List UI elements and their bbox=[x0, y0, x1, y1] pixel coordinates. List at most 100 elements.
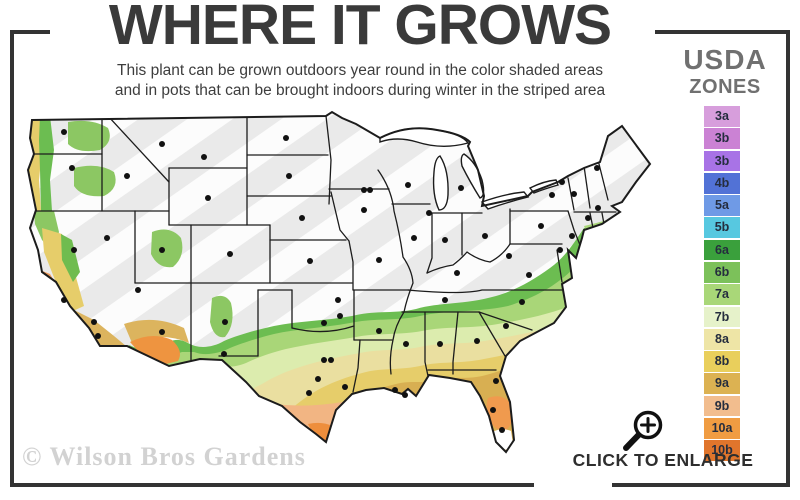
eastern-washington-green bbox=[68, 120, 110, 152]
city-dot bbox=[402, 392, 408, 398]
city-dot bbox=[221, 351, 227, 357]
legend-zone-4b: 4b bbox=[704, 172, 740, 194]
city-dot bbox=[342, 384, 348, 390]
city-dot bbox=[104, 235, 110, 241]
city-dot bbox=[71, 247, 77, 253]
city-dot bbox=[299, 215, 305, 221]
frame-top-right bbox=[655, 30, 790, 34]
city-dot bbox=[437, 341, 443, 347]
legend-zone-3b: 3b bbox=[704, 150, 740, 172]
city-dot bbox=[337, 313, 343, 319]
city-dot bbox=[442, 237, 448, 243]
city-dot bbox=[392, 387, 398, 393]
city-dot bbox=[306, 390, 312, 396]
city-dot bbox=[482, 233, 488, 239]
city-dot bbox=[493, 378, 499, 384]
legend-zone-9b: 9b bbox=[704, 395, 740, 417]
city-dot bbox=[403, 341, 409, 347]
city-dot bbox=[585, 215, 591, 221]
city-dot bbox=[458, 185, 464, 191]
city-dot bbox=[454, 270, 460, 276]
frame-bottom-right bbox=[612, 483, 790, 487]
city-dot bbox=[526, 272, 532, 278]
city-dot bbox=[595, 205, 601, 211]
city-dot bbox=[367, 187, 373, 193]
city-dots bbox=[61, 129, 601, 433]
city-dot bbox=[361, 207, 367, 213]
city-dot bbox=[411, 235, 417, 241]
city-dot bbox=[307, 258, 313, 264]
city-dot bbox=[549, 192, 555, 198]
city-dot bbox=[557, 247, 563, 253]
legend-title-usda: USDA bbox=[683, 44, 767, 75]
socal-desert-tan bbox=[74, 310, 126, 349]
city-dot bbox=[594, 165, 600, 171]
usda-zone-map[interactable] bbox=[12, 110, 662, 472]
city-dot bbox=[315, 376, 321, 382]
city-dot bbox=[538, 223, 544, 229]
central-valley-yellow bbox=[42, 228, 84, 311]
city-dot bbox=[361, 187, 367, 193]
legend-title: USDA ZONES bbox=[682, 44, 768, 98]
city-dot bbox=[135, 287, 141, 293]
zone-florida-orange bbox=[486, 396, 514, 431]
legend-zone-5a: 5a bbox=[704, 195, 740, 216]
city-dot bbox=[124, 173, 130, 179]
lake-michigan bbox=[432, 155, 449, 211]
city-dot bbox=[61, 297, 67, 303]
subtitle: This plant can be grown outdoors year ro… bbox=[35, 61, 685, 101]
city-dot bbox=[61, 129, 67, 135]
legend-zone-6b: 6b bbox=[704, 261, 740, 283]
city-dot bbox=[69, 165, 75, 171]
city-dot bbox=[321, 357, 327, 363]
city-dot bbox=[205, 195, 211, 201]
legend-zone-6a: 6a bbox=[704, 239, 740, 261]
city-dot bbox=[474, 338, 480, 344]
legend-zone-3a: 3a bbox=[704, 106, 740, 127]
new-mexico-green bbox=[210, 295, 233, 338]
city-dot bbox=[376, 328, 382, 334]
city-dot bbox=[503, 323, 509, 329]
city-dot bbox=[159, 141, 165, 147]
watermark: © Wilson Bros Gardens bbox=[22, 442, 306, 471]
legend-zone-10a: 10a bbox=[704, 417, 740, 439]
magnifier-zoom-icon[interactable] bbox=[620, 408, 668, 456]
legend-zone-8a: 8a bbox=[704, 328, 740, 350]
city-dot bbox=[159, 329, 165, 335]
city-dot bbox=[159, 247, 165, 253]
frame-top-left bbox=[10, 30, 50, 34]
click-to-enlarge-label[interactable]: CLICK TO ENLARGE bbox=[572, 450, 754, 470]
utah-green bbox=[151, 229, 183, 268]
legend-zone-7b: 7b bbox=[704, 306, 740, 328]
city-dot bbox=[519, 299, 525, 305]
city-dot bbox=[201, 154, 207, 160]
legend-zone-3b: 3b bbox=[704, 128, 740, 149]
city-dot bbox=[559, 179, 565, 185]
city-dot bbox=[376, 257, 382, 263]
legend-zone-5b: 5b bbox=[704, 217, 740, 239]
city-dot bbox=[286, 173, 292, 179]
frame-left bbox=[10, 30, 14, 487]
city-dot bbox=[569, 233, 575, 239]
subtitle-line2: and in pots that can be brought indoors … bbox=[114, 81, 606, 99]
city-dot bbox=[91, 319, 97, 325]
striped-overwinter-region bbox=[28, 112, 650, 452]
arizona-orange bbox=[130, 335, 180, 365]
sierra-green bbox=[61, 234, 80, 282]
city-dot bbox=[335, 297, 341, 303]
city-dot bbox=[426, 210, 432, 216]
city-dot bbox=[95, 333, 101, 339]
great-lakes bbox=[379, 127, 559, 211]
city-dot bbox=[506, 253, 512, 259]
state-borders bbox=[28, 115, 617, 393]
city-dot bbox=[321, 320, 327, 326]
city-dot bbox=[405, 182, 411, 188]
us-map-svg[interactable] bbox=[12, 110, 662, 472]
legend-zone-9a: 9a bbox=[704, 373, 740, 395]
city-dot bbox=[571, 191, 577, 197]
usda-zone-legend: 3a 3b 3b 4b 5a 5b 6a 6b 7a 7b 8a 8b 9a 9b 10a 10b bbox=[704, 106, 740, 463]
city-dot bbox=[490, 407, 496, 413]
city-dot bbox=[442, 297, 448, 303]
page-title: WHERE IT GROWS bbox=[108, 0, 612, 57]
